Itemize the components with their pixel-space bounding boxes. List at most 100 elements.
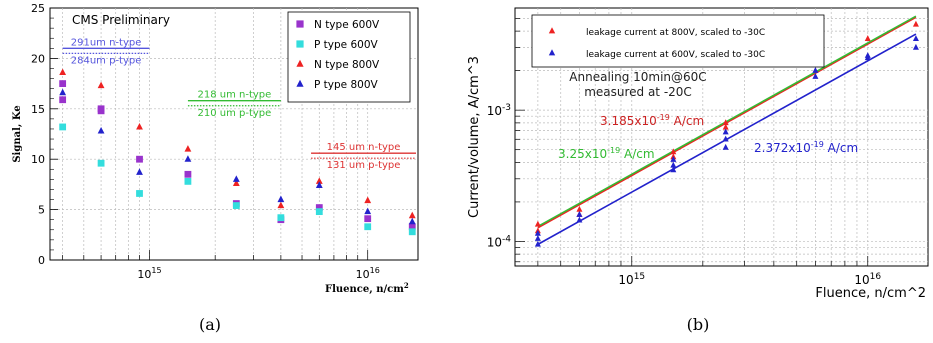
panel-a-data-point [232,175,240,182]
panel-b-data-point [722,128,729,135]
panel-a-data-point [364,196,372,204]
panel-a-data-point [59,123,67,131]
panel-a-y-axis-label: Signal, Ke [12,105,23,162]
panel-a-data-point [97,126,105,134]
panel-b-y-tick-label: 10-4 [487,234,512,249]
panel-b-fit-label-800v: 3.185x10-19 A/cm [600,113,704,128]
panel-b-data-point [534,235,541,241]
panel-a-data-point [184,145,192,152]
panel-b-x-tick-label: 1015 [618,272,645,287]
panel-a-data-point [59,96,67,104]
panel-b-data-point [722,143,729,150]
panel-a-data-point [277,201,285,209]
panel-b-data-point [912,43,919,50]
panel-b-legend-marker [548,27,556,34]
panel-a-data-point [364,223,372,231]
panel-a-data-point [59,68,67,76]
panel-b-data-point [534,220,541,227]
panel-a-legend-marker [296,20,304,28]
panel-b-data-point [812,73,819,79]
panel-a-data-point [408,228,416,236]
panel-a-legend-label: P type 600V [314,39,379,51]
panel-a-legend-label: P type 800V [314,79,379,91]
panel-a-legend-label: N type 600V [314,19,380,31]
panel-a-data-point [232,202,240,209]
panel-b-fit-label-green: 3.25x10-19 A/cm [558,146,655,161]
panel-a-data-point [184,177,192,185]
panel-a-data-point [136,122,143,130]
panel-a-legend-marker [296,79,304,87]
panel-b-legend: leakage current at 800V, scaled to -30C l… [531,14,825,68]
panel-a-data-point [97,81,105,89]
panel-b-caption: (b) [687,315,710,334]
panel-a-data-point [59,80,67,87]
panel-a-data-point [315,177,323,184]
panel-b-data-point [722,119,729,126]
panel-b-legend-marker [548,49,556,56]
panel-a-data-point [136,168,143,175]
panel-a-data-point [315,181,323,188]
panel-b-data-point [912,35,919,41]
panel-a-legend-box [287,11,411,103]
panel-b-ticks: 1015 1016 10-4 10-3 [487,18,881,287]
panel-a-data-point [59,88,67,96]
panel-a-x-axis-label: Fluence, n/cm2 [325,281,409,295]
panel-a-points [59,68,416,236]
panel-b-fit-label-600v: 2.372x10-19 A/cm [754,140,858,155]
panel-a-thickness-label: 218 um n-type [197,90,271,101]
panel-a-legend-marker [296,59,304,67]
panel-b-legend-label: leakage current at 600V, scaled to -30C [586,50,765,60]
panel-b-data-point [576,211,583,217]
panel-a-data-point [97,159,105,167]
panel-a-y-tick-label: 25 [31,2,45,15]
panel-a-data-point [408,223,416,231]
panel-b-fit-line [537,15,917,228]
panel-b-data-point [576,216,583,223]
panel-a-data-point [364,207,372,215]
panel-a-thickness-label: 284um p-type [71,55,142,66]
panel-b-data-point [864,54,871,61]
panel-a-data-point [136,190,143,197]
panel-a-data-point [408,217,416,225]
panel-a-data-point [277,214,285,222]
panel-b-data-point [864,35,871,41]
panel-a-data-point [364,215,372,223]
panel-a-chart: 291um n-type 284um p-type 218 um n-type 210… [12,2,419,334]
panel-a-data-point [315,204,323,211]
panel-a-data-point [232,179,240,186]
panel-b-x-tick-label: 1016 [854,272,881,287]
panel-a-y-tick-label: 10 [31,153,45,166]
panel-a-caption: (a) [199,315,221,334]
panel-a-data-point [408,211,416,219]
panel-a-annotations: 291um n-type 284um p-type 218 um n-type 210… [62,37,416,171]
panel-b-data-point [670,161,677,168]
panel-a-data-point [97,105,105,113]
panel-a-y-tick-label: 15 [31,103,45,116]
panel-a-title: CMS Preliminary [72,13,170,27]
panel-b-data-point [534,229,541,236]
panel-b-data-point [576,205,583,212]
panel-a-data-point [184,170,192,178]
panel-b-y-tick-label: 10-3 [487,103,511,118]
panel-b-data-point [670,148,677,155]
panel-a-y-tick-label: 20 [31,52,45,65]
panel-b-data-point [670,156,677,162]
panel-a-legend-label: N type 800V [314,59,380,71]
panel-b-annealing-note-line2: measured at -20C [584,85,692,99]
panel-b-data-point [534,240,541,247]
panel-a-legend: N type 600V P type 600V N type 800V P type … [287,11,411,103]
panel-b-legend-label: leakage current at 800V, scaled to -30C [586,28,765,38]
panel-b-x-axis-label: Fluence, n/cm^2 [815,286,926,301]
panel-b-data-point [912,20,919,27]
panel-b-y-axis-label: Current/volume, A/cm^3 [467,56,482,218]
panel-a-y-tick-label: 0 [38,254,45,267]
panel-b-data-point [812,67,819,73]
panel-a-data-point [184,155,192,162]
panel-a-thickness-label: 210 um p-type [197,108,271,119]
panel-a-x-tick-label: 1015 [137,266,161,281]
panel-b-chart: 1015 1016 10-4 10-3 leakage current at 800V… [467,7,929,334]
panel-a-data-point [277,195,285,203]
panel-b-legend-box [531,14,825,68]
panel-b-data-point [722,135,729,142]
